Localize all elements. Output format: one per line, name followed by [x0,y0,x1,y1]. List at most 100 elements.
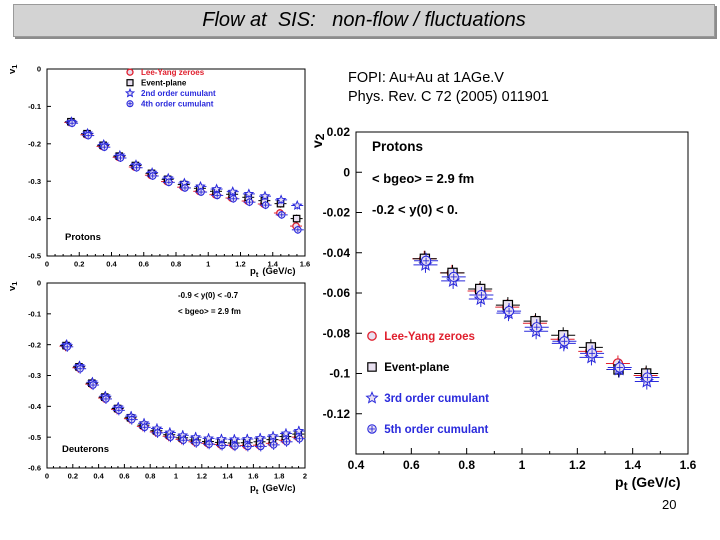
annotation: -0.2 < y(0) < 0. [372,202,458,217]
annotation: < bgeo> = 2.9 fm [178,307,241,316]
data-point-star [293,425,305,436]
data-point-diamond [115,406,123,415]
y-tick-label: -0.3 [28,177,41,186]
data-point-star [254,432,266,443]
legend-marker [126,79,134,87]
data-point-diamond [76,364,84,373]
annotation: < bgeo> = 2.9 fm [372,171,474,186]
x-tick-label: 1.4 [624,458,641,472]
y-tick-label: -0.1 [28,309,41,318]
data-point-diamond [269,441,278,449]
x-axis-label-main: p [615,474,624,490]
x-axis-label-sub: t [256,270,259,279]
y-tick-label: -0.2 [28,139,41,148]
y-tick-label: -0.1 [28,102,41,111]
y-axis-label: v1 [7,65,19,74]
y-tick-label: 0 [37,65,41,74]
data-point-star [280,427,292,439]
x-tick-label: 1.6 [248,472,258,481]
page-number: 20 [662,497,677,512]
y-tick-label: -0.3 [28,371,41,380]
x-axis-label: pt (GeV/c) [250,266,296,279]
data-point-diamond [140,423,149,432]
y-tick-label: -0.5 [28,433,41,442]
legend-label: Event-plane [384,362,449,374]
x-axis-label-main: p [250,483,256,494]
y-axis-label-main: v [7,68,18,74]
y-tick-label: -0.5 [28,252,41,261]
data-point-diamond [116,154,125,162]
data-point-diamond [244,442,252,451]
data-point-diamond [181,184,189,192]
x-tick-label: 0.6 [139,260,149,269]
x-tick-label: 0 [45,260,49,269]
data-point-star [229,433,240,444]
data-point-square [292,214,301,223]
data-point-star [227,186,239,197]
y-axis-label-main: v [7,285,18,291]
x-tick-label: 0 [45,472,49,481]
y-axis-label-sub: 2 [313,133,327,140]
x-tick-label: 0.6 [119,472,129,481]
x-tick-label: 0.8 [171,260,181,269]
data-point-diamond [256,442,265,451]
legend-label: 4th order cumulant [141,100,214,109]
x-tick-label: 1 [174,472,178,481]
data-point-diamond [68,119,76,127]
y-axis-label-sub: 1 [10,65,19,69]
data-point-diamond [245,198,254,206]
x-tick-label: 1.4 [222,472,233,481]
x-axis-label-unit: (GeV/c) [262,483,295,494]
data-point-diamond [531,322,542,333]
legend-marker [126,100,134,108]
data-point-diamond [205,440,213,449]
slide-title-bar: Flow at SIS: non-flow / fluctuations [13,4,715,37]
legend-marker [126,68,134,76]
x-axis-label-unit: (GeV/c) [262,266,295,277]
data-point-diamond [213,191,221,200]
y-axis-label: v1 [7,282,19,291]
legend-marker [367,424,377,434]
data-point-star [203,432,214,443]
data-point-diamond [642,372,653,383]
data-point-diamond [294,226,302,234]
data-point-diamond [218,441,226,450]
x-tick-label: 1.2 [235,260,245,269]
data-point-diamond [192,438,201,447]
y-tick-label: 0 [37,279,41,288]
data-point-diamond [614,362,625,373]
y-tick-label: -0.2 [28,340,41,349]
data-point-diamond [231,442,239,450]
x-tick-label: 0.4 [93,472,104,481]
x-tick-label: 0.8 [458,458,475,472]
plot-frame [46,282,306,469]
chart-bottom-left: 0 0.2 0.4 0.6 0.8 1 1.2 1.4 1.6 1.8 2 0 -0.1 -0.2 -0.3… [7,279,307,496]
x-tick-label: 2 [303,472,307,481]
y-tick-label: -0.08 [323,326,351,340]
y-tick-label: -0.06 [323,286,351,300]
x-axis-label-sub: t [624,479,628,493]
chart-top-left: 0 0.2 0.4 0.6 0.8 1 1.2 1.4 1.6 0 -0.1 -0.2 -0.3 -0.4… [7,65,310,279]
x-tick-label: 0.8 [145,472,155,481]
annotation: -0.9 < y(0) < -0.7 [178,291,239,300]
x-axis-label: pt (GeV/c) [250,483,296,496]
x-axis-label-sub: t [256,487,259,496]
x-tick-label: 1.4 [268,260,279,269]
data-point-diamond [261,201,270,209]
data-point-star [259,190,271,201]
annotation: Protons [372,139,423,154]
y-axis-label-main: v [309,140,325,148]
data-point-star [241,433,253,444]
legend-label: Lee-Yang zeroes [141,68,205,77]
x-tick-label: 0.2 [68,472,78,481]
reference-line-2: Phys. Rev. C 72 (2005) 011901 [348,89,549,105]
data-point-diamond [132,163,141,172]
data-point-diamond [503,305,515,317]
y-tick-label: -0.4 [28,402,42,411]
x-axis-label: pt (GeV/c) [615,474,681,493]
data-point-diamond [102,395,110,403]
x-axis-label-main: p [250,266,256,277]
data-point-diamond [84,131,92,140]
legend-marker [367,331,377,341]
data-point-diamond [89,381,97,389]
